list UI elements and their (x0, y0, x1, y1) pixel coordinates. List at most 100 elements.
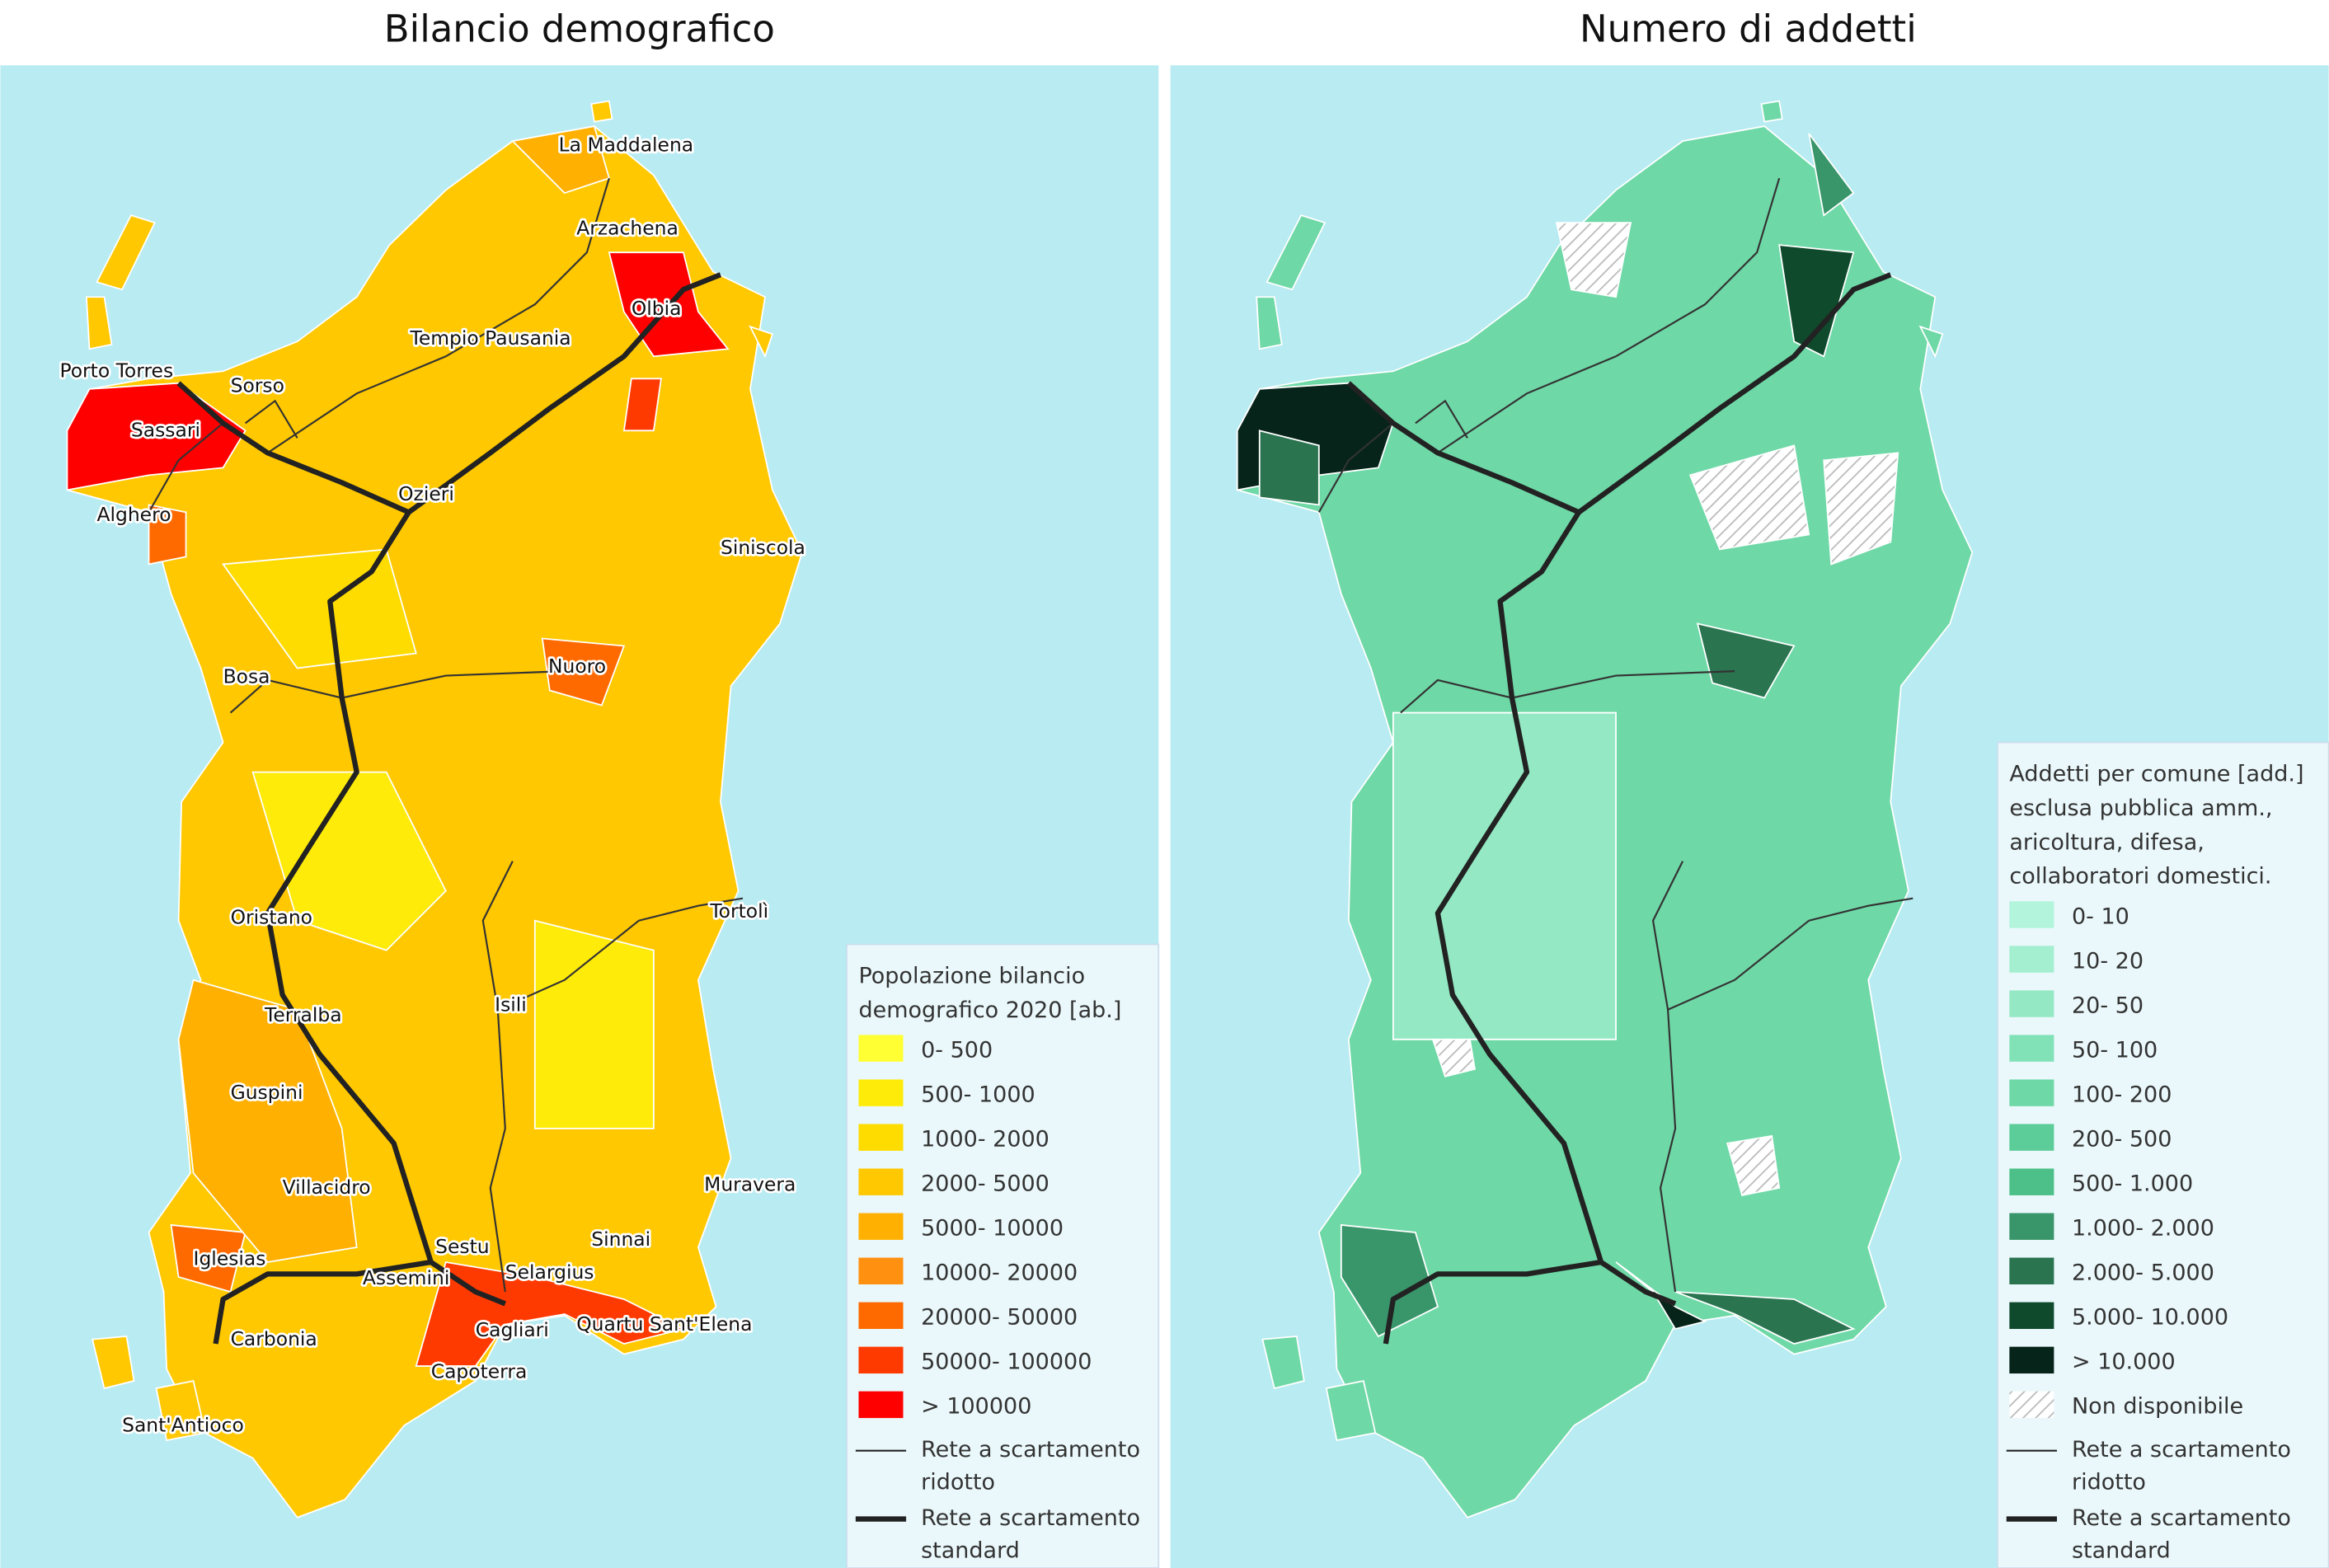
narrow-gauge-rail (1317, 422, 1394, 513)
municipality (541, 637, 626, 707)
islet (85, 296, 113, 350)
legend-title: aricoltura, difesa, (2009, 829, 2204, 855)
city-label: Guspini (231, 1081, 303, 1104)
islet (1918, 325, 1944, 359)
islet (1256, 296, 1283, 350)
islet (91, 1336, 135, 1390)
municipality (148, 504, 187, 566)
legend-swatch (858, 1035, 904, 1062)
legend-swatch (2009, 990, 2054, 1017)
legend-label: Non disponibile (2072, 1394, 2243, 1420)
legend-swatch (2009, 1302, 2054, 1330)
city-label: Nuoro (548, 655, 606, 678)
municipality (1688, 444, 1810, 551)
municipality (221, 548, 417, 669)
legend-label: 500- 1.000 (2072, 1171, 2193, 1197)
legend-label: 50- 100 (2072, 1037, 2158, 1063)
city-label: Oristano (231, 905, 312, 928)
legend-label: standard (921, 1537, 1020, 1563)
municipality (1674, 1291, 1856, 1345)
map-title: Numero di addetti (1580, 7, 1917, 50)
islet (749, 325, 774, 359)
municipality (1340, 1223, 1439, 1338)
municipality (1392, 711, 1617, 1040)
legend: Popolazione bilancio demografico 2020 [ab… (846, 943, 1160, 1568)
city-label: Bosa (223, 665, 270, 688)
map-panel: La Maddalena Arzachena Olbia Tempio Pausani… (58, 100, 808, 1519)
legend-label: ridotto (921, 1470, 995, 1495)
legend-swatch (2009, 1257, 2054, 1284)
city-label: Carbonia (231, 1327, 317, 1350)
legend-title: collaboratori domestici. (2009, 864, 2271, 890)
city-label: Porto Torres (59, 359, 173, 382)
municipality (415, 1261, 686, 1367)
narrow-gauge-rail (341, 670, 565, 699)
municipality (1696, 622, 1796, 699)
city-label: Muravera (704, 1173, 796, 1196)
legend-swatch (858, 1079, 904, 1106)
legend-swatch (858, 1124, 904, 1151)
municipality (622, 378, 662, 432)
city-label: Sorso (231, 374, 284, 397)
legend-label: 0- 500 (921, 1037, 993, 1063)
city-label: Sassari (131, 419, 200, 442)
municipality (66, 382, 247, 491)
legend-label: > 100000 (921, 1394, 1031, 1420)
legend-swatch (2009, 1213, 2054, 1240)
city-label: Arzachena (576, 217, 679, 240)
islet (1265, 214, 1326, 291)
legend-label: 20- 50 (2072, 993, 2144, 1018)
legend-label: Rete a scartamento (2072, 1505, 2291, 1531)
narrow-gauge-rail (1437, 177, 1781, 454)
standard-gauge-rail (1383, 1259, 1602, 1345)
legend-label: 10000- 20000 (921, 1261, 1078, 1286)
city-label: Capoterra (431, 1359, 528, 1383)
city-label: Assemini (363, 1266, 449, 1289)
islet (96, 214, 156, 291)
legend-swatch (2009, 1124, 2054, 1151)
legend-title: Addetti per comune [add.] (2009, 761, 2303, 786)
legend-swatch (2009, 1168, 2054, 1195)
legend-title: esclusa pubblica amm., (2009, 796, 2272, 821)
legend-swatch (858, 1346, 904, 1374)
municipality (1808, 133, 1855, 217)
legend-label: Rete a scartamento (921, 1505, 1140, 1531)
legend-swatch (858, 1168, 904, 1195)
city-label: Tempio Pausania (410, 326, 571, 350)
legend-title: demografico 2020 [ab.] (858, 998, 1121, 1023)
legend-swatch (2009, 1035, 2054, 1062)
map-title: Bilancio demografico (384, 7, 775, 50)
narrow-gauge-rail (481, 861, 514, 1293)
legend-label: 5.000- 10.000 (2072, 1305, 2228, 1331)
city-label: Terralba (264, 1003, 342, 1026)
legend-label: standard (2072, 1537, 2171, 1563)
legend-label: Rete a scartamento (921, 1437, 1140, 1462)
legend-label: 20000- 50000 (921, 1305, 1078, 1331)
narrow-gauge-rail (1651, 861, 1684, 1293)
city-label: Sinnai (591, 1228, 650, 1251)
islet (1261, 1336, 1305, 1390)
legend-label: 2000- 5000 (921, 1171, 1049, 1197)
city-label: Selargius (505, 1261, 594, 1284)
narrow-gauge-rail (1667, 897, 1913, 1011)
standard-gauge-rail (1346, 381, 1677, 1307)
legend-label: 1000- 2000 (921, 1126, 1049, 1152)
legend-label: 0- 10 (2072, 904, 2129, 929)
islet (155, 1380, 207, 1442)
municipality (251, 771, 447, 951)
narrow-gauge-rail (229, 678, 342, 714)
islet (1760, 100, 1783, 123)
city-label: Iglesias (194, 1247, 266, 1270)
legend-label: 100- 200 (2072, 1082, 2172, 1107)
legend-swatch (2009, 1346, 2054, 1374)
legend-swatch (2009, 1391, 2054, 1419)
legend-label: 2.000- 5.000 (2072, 1261, 2214, 1286)
narrow-gauge-rail (267, 177, 610, 454)
legend-label: 10- 20 (2072, 948, 2144, 974)
legend-box (1997, 741, 2329, 1568)
legend-swatch (858, 1257, 904, 1284)
municipality (1555, 222, 1632, 298)
legend-title: Popolazione bilancio (858, 963, 1085, 988)
